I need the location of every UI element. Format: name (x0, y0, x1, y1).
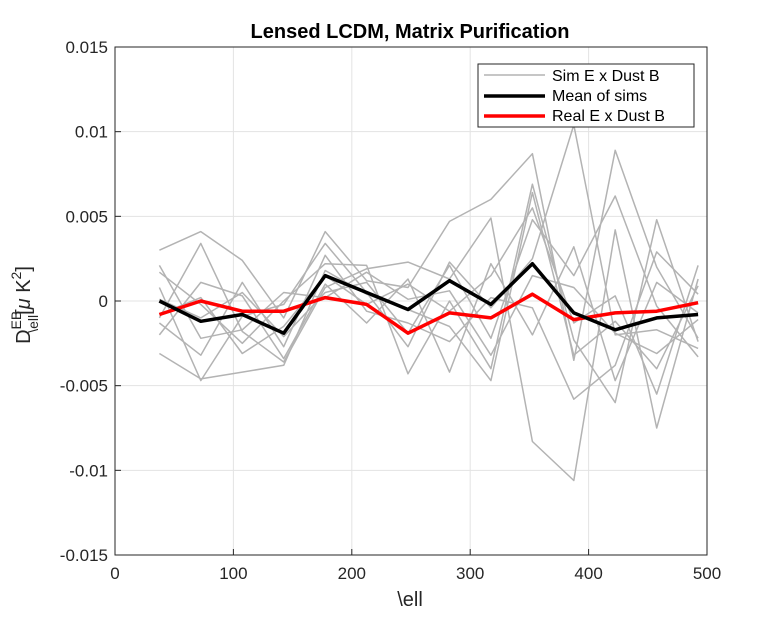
y-label-units-open: [ (13, 309, 35, 315)
y-tick-label: -0.01 (69, 461, 108, 480)
sim-line-7 (158, 251, 699, 400)
sim-line-9 (158, 246, 699, 382)
series-layer (158, 124, 699, 482)
y-label-sup: EB (8, 311, 24, 330)
sim-line-1 (159, 149, 699, 362)
y-tick-label: 0.005 (65, 207, 108, 226)
legend: Sim E x Dust B Mean of sims Real E x Dus… (477, 63, 695, 128)
y-label-units-k: K (13, 279, 35, 299)
ticks: 0 100 200 300 400 500 -0.015 -0.01 -0.005 0 0.005 0… (60, 38, 721, 583)
x-tick-label: 0 (110, 564, 119, 583)
sim-line-5 (159, 207, 699, 395)
real-e-x-dust-b-line (158, 292, 699, 335)
x-tick-label: 200 (338, 564, 366, 583)
y-tick-label: -0.015 (60, 546, 108, 565)
chart-title: Lensed LCDM, Matrix Purification (251, 21, 570, 43)
y-tick-label: -0.005 (60, 377, 108, 396)
x-tick-label: 100 (219, 564, 247, 583)
y-label-sub: \ell (25, 315, 41, 333)
sim-line-3 (158, 217, 699, 482)
y-tick-label: 0.01 (75, 123, 108, 142)
mean-of-sims-line (158, 261, 699, 335)
y-label-base: D (13, 329, 35, 343)
x-tick-label: 300 (456, 564, 484, 583)
x-tick-label: 400 (574, 564, 602, 583)
x-tick-label: 500 (693, 564, 721, 583)
legend-label-mean: Mean of sims (552, 88, 647, 105)
y-label-units-pow: 2 (8, 271, 24, 279)
y-tick-label: 0 (99, 292, 108, 311)
y-label-units-close: ] (13, 266, 35, 272)
y-tick-label: 0.015 (65, 38, 108, 57)
legend-label-sims: Sim E x Dust B (552, 68, 660, 85)
legend-label-real: Real E x Dust B (552, 108, 665, 125)
y-axis-label: DEB\ell[μ K2] (8, 266, 41, 344)
x-axis-label: \ell (397, 589, 423, 611)
sim-line-6 (159, 195, 699, 358)
y-label-units-mu: μ (13, 298, 35, 310)
